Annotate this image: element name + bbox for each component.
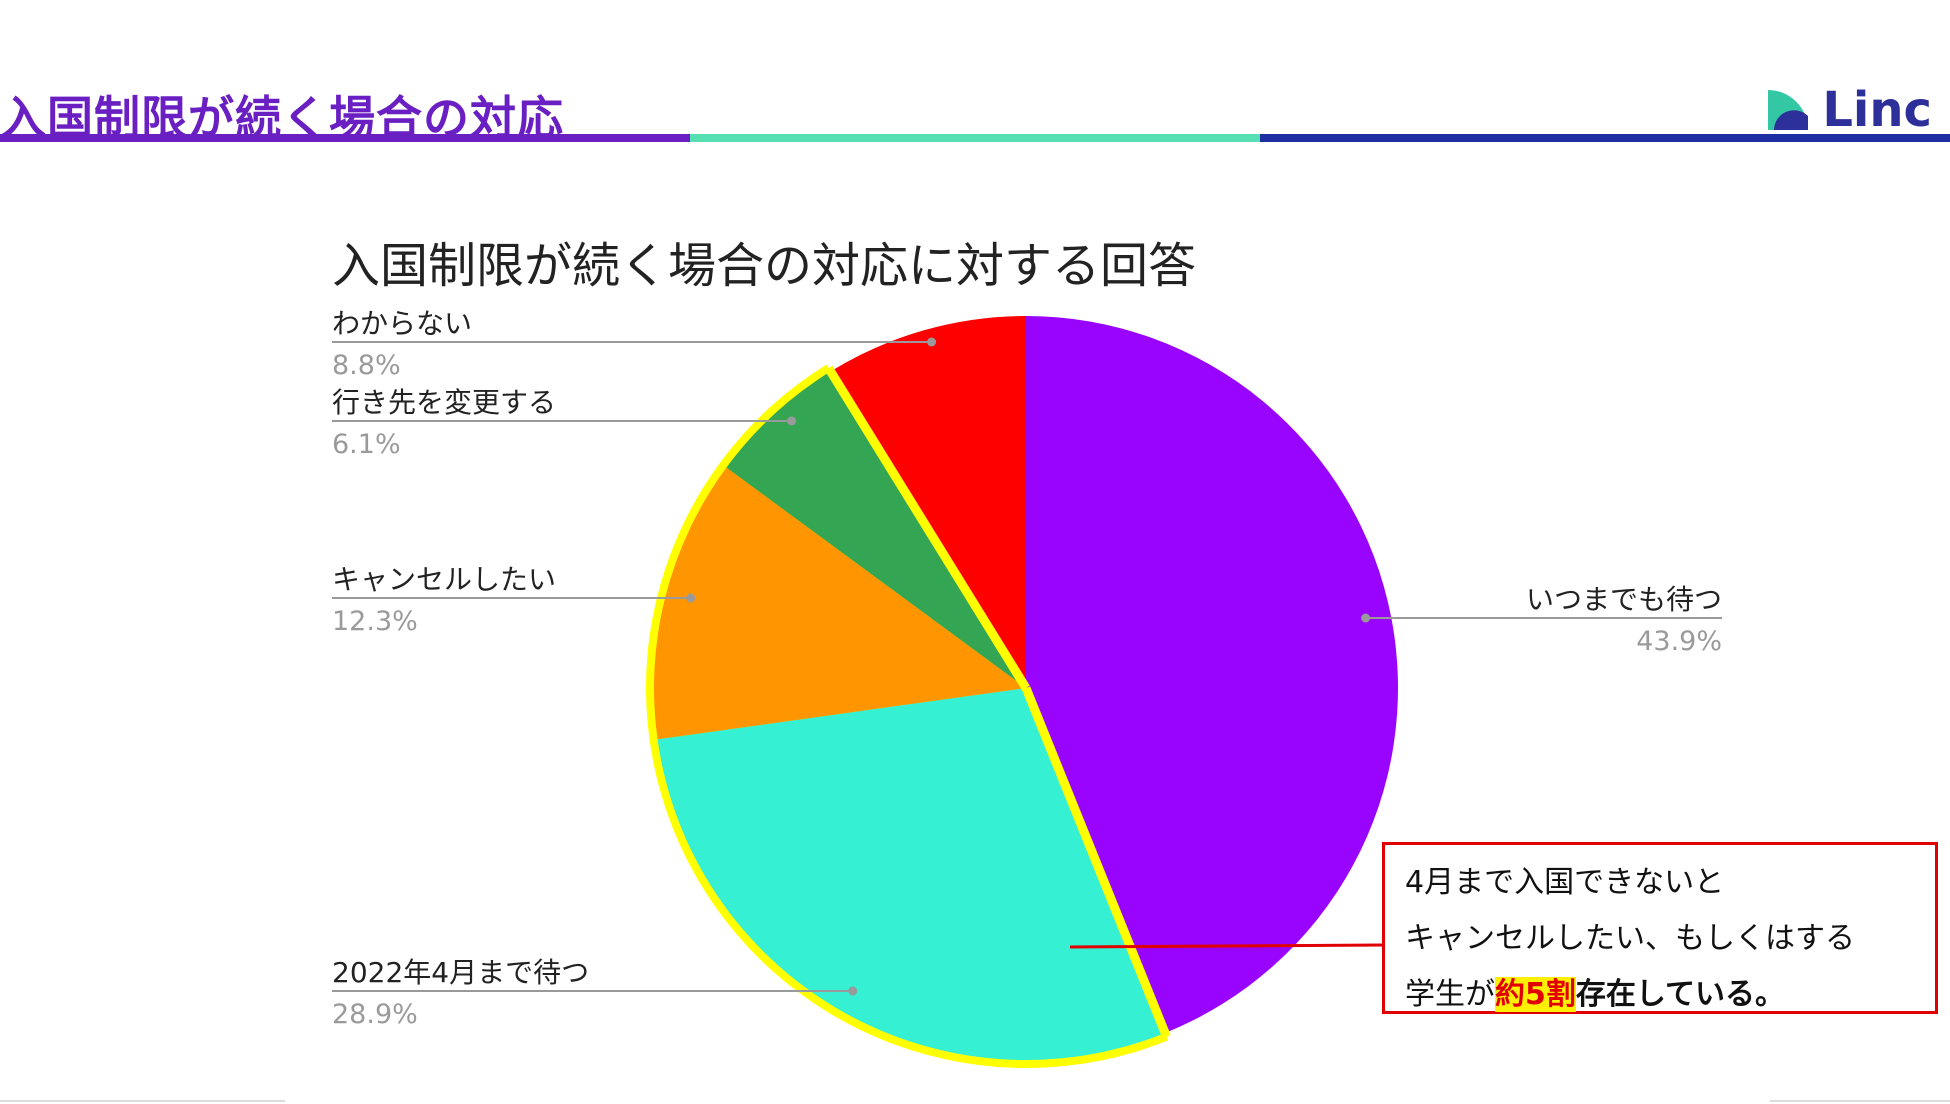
header-rule-blue	[1260, 134, 1950, 142]
chart-title: 入国制限が続く場合の対応に対する回答	[332, 238, 1197, 294]
pie-slice-0	[1026, 316, 1399, 1034]
logo-text: Linc	[1822, 82, 1932, 138]
highlight-edge-0	[1021, 686, 1171, 1039]
slice-label-4: わからない	[332, 307, 472, 340]
callout-line-3: 学生が約5割存在している。	[1405, 967, 1917, 1023]
callout-line-3-post: 存在している。	[1575, 977, 1785, 1012]
header-rule-teal	[690, 134, 1260, 142]
slice-label-2: キャンセルしたい	[332, 563, 556, 596]
slice-label-1: 2022年4月まで待つ	[332, 956, 589, 989]
header-rule-purple	[0, 134, 690, 142]
slice-value-4: 8.8%	[332, 350, 401, 381]
header-rule	[0, 134, 1950, 142]
pie-slice-2	[654, 467, 1026, 740]
footer-divider-left	[0, 1100, 285, 1102]
callout-line-2: キャンセルしたい、もしくはする	[1405, 921, 1855, 956]
pie-slice-4	[830, 316, 1026, 688]
leader-dot-2	[686, 593, 696, 603]
slice-label-3: 行き先を変更する	[332, 386, 556, 419]
callout-pointer	[1069, 943, 1384, 949]
callout-line-1: 4月まで入国できないと	[1405, 865, 1725, 900]
callout-highlight: 約5割	[1495, 977, 1576, 1012]
linc-logo-icon	[1768, 90, 1809, 130]
linc-logo: Linc	[1764, 82, 1932, 138]
pie-slice-1	[657, 688, 1166, 1061]
leader-dot-4	[927, 337, 937, 347]
slice-value-0: 43.9%	[1636, 626, 1722, 657]
slice-value-2: 12.3%	[332, 606, 418, 637]
leader-dot-1	[848, 986, 858, 996]
highlight-edge-1	[824, 365, 1030, 691]
leader-dot-0	[1361, 613, 1371, 623]
slice-value-3: 6.1%	[332, 429, 401, 460]
pie-slice-3	[726, 371, 1026, 688]
leader-dot-3	[787, 416, 797, 426]
footer-divider-right	[1770, 1100, 1950, 1102]
slice-label-0: いつまでも待つ	[1526, 583, 1722, 616]
callout-line-3-pre: 学生が	[1405, 977, 1495, 1012]
callout-box: 4月まで入国できないと キャンセルしたい、もしくはする 学生が約5割存在している…	[1382, 842, 1938, 1014]
slice-value-1: 28.9%	[332, 999, 418, 1030]
